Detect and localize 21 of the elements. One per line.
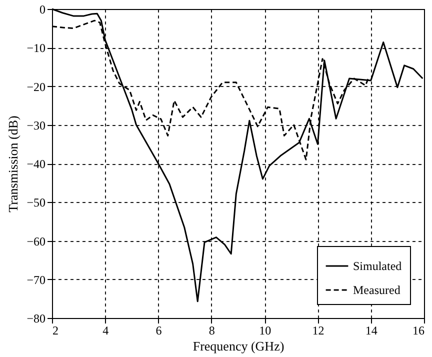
y-tick-label: −30 bbox=[26, 118, 46, 132]
x-axis-title: Frequency (GHz) bbox=[192, 338, 284, 354]
x-tick-label: 14 bbox=[365, 324, 378, 338]
y-tick-label: −20 bbox=[26, 80, 46, 94]
y-tick-label: −40 bbox=[26, 157, 46, 171]
y-tick-label: −80 bbox=[26, 312, 46, 326]
x-tick-label: 10 bbox=[259, 324, 272, 338]
x-tick-label: 4 bbox=[102, 324, 109, 338]
y-tick-label: −70 bbox=[26, 272, 46, 287]
x-tick-label: 2 bbox=[52, 324, 58, 338]
x-tick-label: 6 bbox=[156, 324, 162, 338]
y-tick-label: −10 bbox=[26, 41, 46, 56]
x-tick-label: 8 bbox=[208, 324, 215, 338]
legend-label: Simulated bbox=[353, 259, 402, 273]
y-tick-label: −50 bbox=[26, 196, 46, 210]
y-tick-label: 0 bbox=[40, 2, 46, 16]
x-tick-label: 16 bbox=[412, 324, 424, 338]
legend-label: Measured bbox=[353, 283, 400, 297]
y-tick-label: −60 bbox=[26, 234, 46, 248]
x-tick-label: 12 bbox=[312, 324, 324, 338]
y-axis-title: Transmission (dB) bbox=[6, 116, 21, 212]
